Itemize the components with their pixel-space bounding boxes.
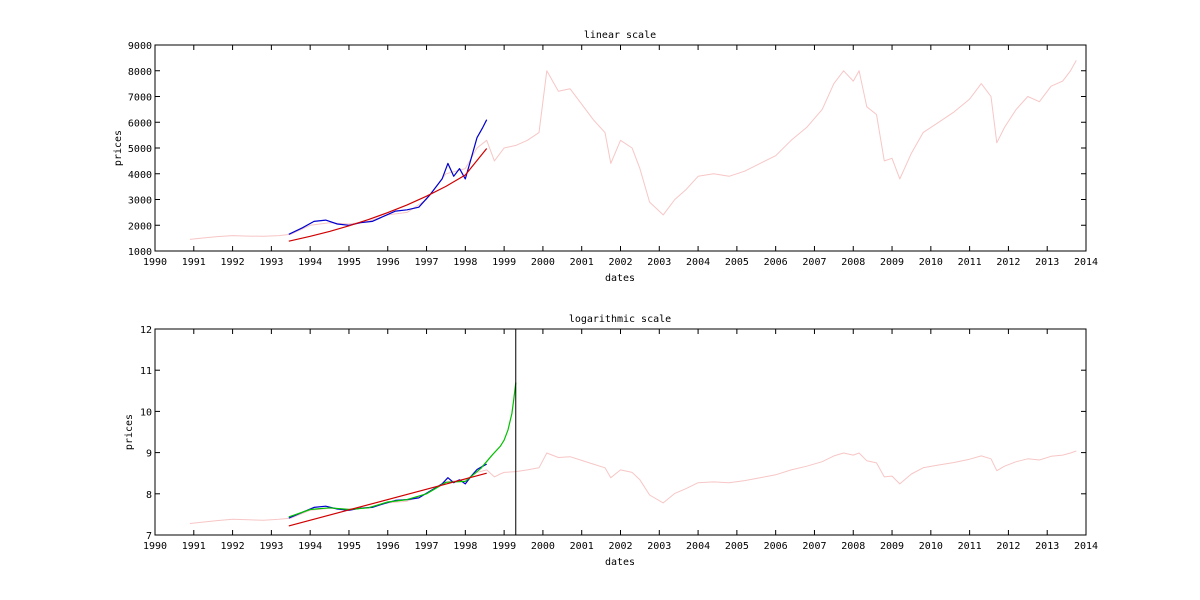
y-tick-label: 6000 xyxy=(128,118,152,129)
series-line-1 xyxy=(288,119,488,235)
x-tick-label: 2000 xyxy=(531,257,555,268)
x-tick-label: 2003 xyxy=(647,257,671,268)
x-tick-label: 2004 xyxy=(686,541,710,552)
x-axis-label: dates xyxy=(605,273,635,284)
x-tick-label: 2005 xyxy=(725,541,749,552)
x-tick-label: 1995 xyxy=(337,541,361,552)
x-tick-label: 2001 xyxy=(570,541,594,552)
x-tick-label: 2010 xyxy=(919,257,943,268)
series-line-2 xyxy=(288,382,517,518)
plot-frame xyxy=(154,44,1087,252)
y-tick-layer: 1000 2000 3000 4000 5000 6000 7000 8000 9000 xyxy=(128,41,1086,258)
x-tick-label: 2001 xyxy=(570,257,594,268)
x-tick-layer: 1990 1991 1992 1993 1994 1995 1996 1997 1998 1999… xyxy=(143,45,1098,268)
y-axis-label: prices xyxy=(124,414,135,450)
y-tick-label: 11 xyxy=(140,366,152,377)
x-tick-label: 1990 xyxy=(143,541,167,552)
x-tick-label: 2002 xyxy=(608,257,632,268)
x-tick-label: 2003 xyxy=(647,541,671,552)
y-tick-label: 9 xyxy=(146,449,152,460)
x-tick-label: 2008 xyxy=(841,257,865,268)
chart-title: linear scale xyxy=(584,30,656,41)
x-tick-label: 1992 xyxy=(221,257,245,268)
series-layer xyxy=(189,60,1077,242)
plot-frame xyxy=(154,328,1087,536)
x-tick-label: 1994 xyxy=(298,257,322,268)
x-tick-label: 1991 xyxy=(182,541,206,552)
y-tick-label: 5000 xyxy=(128,144,152,155)
y-tick-label: 7 xyxy=(146,531,152,542)
series-line-2 xyxy=(288,148,488,242)
y-tick-label: 8000 xyxy=(128,67,152,78)
x-tick-label: 2013 xyxy=(1035,257,1059,268)
series-layer xyxy=(189,329,1077,535)
chart-title: logarithmic scale xyxy=(569,314,671,325)
x-tick-label: 2009 xyxy=(880,257,904,268)
x-tick-label: 2004 xyxy=(686,257,710,268)
series-line-1 xyxy=(288,463,487,519)
x-tick-label: 2006 xyxy=(764,257,788,268)
x-tick-label: 1997 xyxy=(414,257,438,268)
x-tick-label: 2010 xyxy=(919,541,943,552)
x-tick-label: 2000 xyxy=(531,541,555,552)
x-tick-label: 1997 xyxy=(414,541,438,552)
x-tick-label: 2011 xyxy=(958,257,982,268)
y-tick-label: 3000 xyxy=(128,196,152,207)
x-tick-label: 1999 xyxy=(492,257,516,268)
y-tick-label: 7000 xyxy=(128,93,152,104)
x-tick-label: 2007 xyxy=(802,257,826,268)
x-tick-label: 2009 xyxy=(880,541,904,552)
y-tick-label: 8 xyxy=(146,490,152,501)
series-line-3 xyxy=(288,472,487,527)
x-tick-label: 2007 xyxy=(802,541,826,552)
y-axis-label: prices xyxy=(113,130,124,166)
x-tick-label: 1994 xyxy=(298,541,322,552)
x-tick-label: 1990 xyxy=(143,257,167,268)
x-tick-label: 1992 xyxy=(221,541,245,552)
x-tick-label: 2005 xyxy=(725,257,749,268)
x-tick-label: 2008 xyxy=(841,541,865,552)
logarithmic-scale-chart: logarithmic scale 1990 1991 1992 1993 1994 19… xyxy=(124,314,1098,568)
x-tick-label: 1993 xyxy=(259,257,283,268)
x-tick-label: 2006 xyxy=(764,541,788,552)
x-tick-label: 1998 xyxy=(453,541,477,552)
series-line-0 xyxy=(189,450,1077,524)
x-tick-label: 1995 xyxy=(337,257,361,268)
x-tick-label: 2012 xyxy=(996,541,1020,552)
x-tick-label: 2013 xyxy=(1035,541,1059,552)
x-tick-label: 2014 xyxy=(1074,257,1098,268)
x-tick-label: 2014 xyxy=(1074,541,1098,552)
x-tick-label: 1993 xyxy=(259,541,283,552)
series-line-0 xyxy=(189,60,1077,240)
x-tick-label: 2011 xyxy=(958,541,982,552)
y-tick-label: 2000 xyxy=(128,221,152,232)
linear-scale-chart: linear scale 1990 1991 1992 1993 1994 1995 199… xyxy=(113,30,1098,284)
y-tick-label: 9000 xyxy=(128,41,152,52)
x-tick-label: 1996 xyxy=(376,541,400,552)
x-axis-label: dates xyxy=(605,557,635,568)
x-tick-layer: 1990 1991 1992 1993 1994 1995 1996 1997 1998 1999… xyxy=(143,329,1098,552)
y-tick-label: 4000 xyxy=(128,170,152,181)
x-tick-label: 1996 xyxy=(376,257,400,268)
y-tick-label: 10 xyxy=(140,407,152,418)
y-tick-label: 1000 xyxy=(128,247,152,258)
y-tick-label: 12 xyxy=(140,325,152,336)
x-tick-label: 2002 xyxy=(608,541,632,552)
x-tick-label: 1998 xyxy=(453,257,477,268)
y-tick-layer: 7 8 9 10 11 12 xyxy=(140,325,1086,542)
x-tick-label: 1991 xyxy=(182,257,206,268)
x-tick-label: 2012 xyxy=(996,257,1020,268)
x-tick-label: 1999 xyxy=(492,541,516,552)
